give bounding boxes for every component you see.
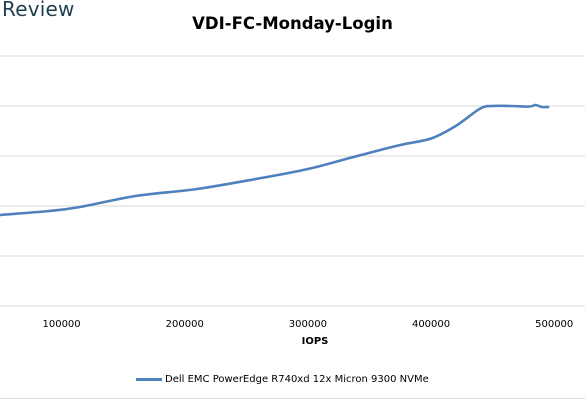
- x-tick-label-4: 500000: [535, 319, 573, 330]
- gridlines: [0, 55, 585, 307]
- bottom-divider: [0, 398, 585, 399]
- series-line-0: [0, 103, 550, 217]
- x-tick-label-3: 400000: [412, 319, 450, 330]
- chart-legend: Dell EMC PowerEdge R740xd 12x Micron 930…: [136, 374, 429, 385]
- x-tick-label-2: 300000: [289, 319, 327, 330]
- brand-logo-text: Review: [2, 0, 75, 21]
- series-lines: [0, 103, 550, 217]
- x-tick-label-0: 100000: [42, 319, 80, 330]
- x-axis-label: IOPS: [301, 336, 329, 347]
- x-tick-label-1: 200000: [166, 319, 204, 330]
- chart-title: VDI-FC-Monday-Login: [192, 14, 393, 33]
- legend-series-label: Dell EMC PowerEdge R740xd 12x Micron 930…: [165, 374, 429, 385]
- legend-line-swatch: [136, 378, 162, 381]
- x-tick-labels: 100000 200000 300000 400000 500000: [42, 319, 573, 330]
